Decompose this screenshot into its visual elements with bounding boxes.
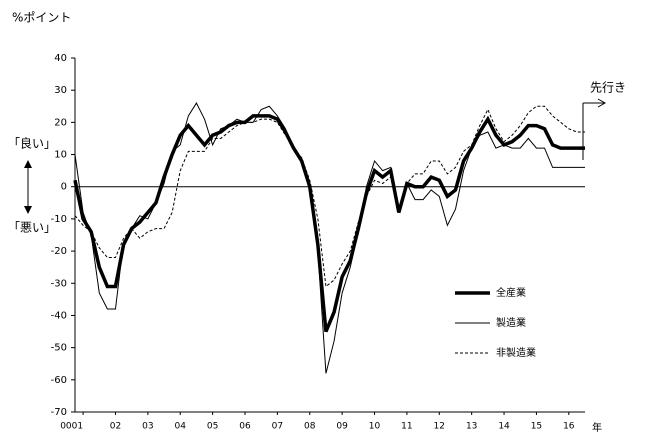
series-line (73, 114, 585, 333)
forecast-arrow (582, 98, 607, 160)
y-tick-label: -40 (51, 310, 67, 321)
x-tick-label: 16 (563, 422, 575, 432)
y-tick-label: -60 (51, 375, 67, 386)
y-tick-label: 40 (54, 53, 67, 64)
x-unit: 年 (592, 421, 602, 434)
legend-label: 非製造業 (496, 346, 536, 359)
forecast-label: 先行き (590, 81, 626, 95)
x-tick-label: 15 (531, 422, 542, 432)
y-tick-label: -20 (51, 246, 67, 257)
x-tick-label: 11 (401, 422, 412, 432)
y-tick-label: -50 (51, 343, 67, 354)
x-tick-label: 06 (239, 422, 251, 432)
x-tick-label: 10 (369, 422, 381, 432)
y-tick-label: 0 (61, 182, 67, 193)
legend-label: 全産業 (496, 286, 526, 299)
bad-label: 「悪い」 (8, 221, 56, 235)
x-tick-label: 03 (142, 422, 153, 432)
x-tick-label: 0001 (60, 422, 83, 432)
good-label: 「良い」 (8, 136, 56, 151)
y-tick-label: 20 (54, 117, 67, 128)
x-tick-label: 12 (434, 422, 445, 432)
x-tick-label: 14 (498, 422, 510, 432)
y-tick-label: 10 (54, 150, 67, 161)
x-tick-label: 08 (304, 422, 316, 432)
y-tick-label: -30 (51, 278, 67, 289)
x-tick-label: 07 (272, 422, 283, 432)
x-tick-label: 09 (336, 422, 348, 432)
y-tick-label: -70 (51, 407, 67, 418)
x-tick-label: 02 (110, 422, 121, 432)
series-line (74, 105, 585, 288)
x-tick-label: 13 (466, 422, 477, 432)
x-tick-label: 05 (207, 422, 218, 432)
y-tick-label: 30 (54, 85, 67, 96)
legend-label: 製造業 (496, 316, 526, 329)
x-tick-label: 04 (175, 422, 187, 432)
series-line (74, 102, 585, 374)
y-axis-label: %ポイント (12, 11, 71, 25)
good-bad-arrow (24, 160, 32, 214)
y-tick-label: -10 (51, 214, 67, 225)
